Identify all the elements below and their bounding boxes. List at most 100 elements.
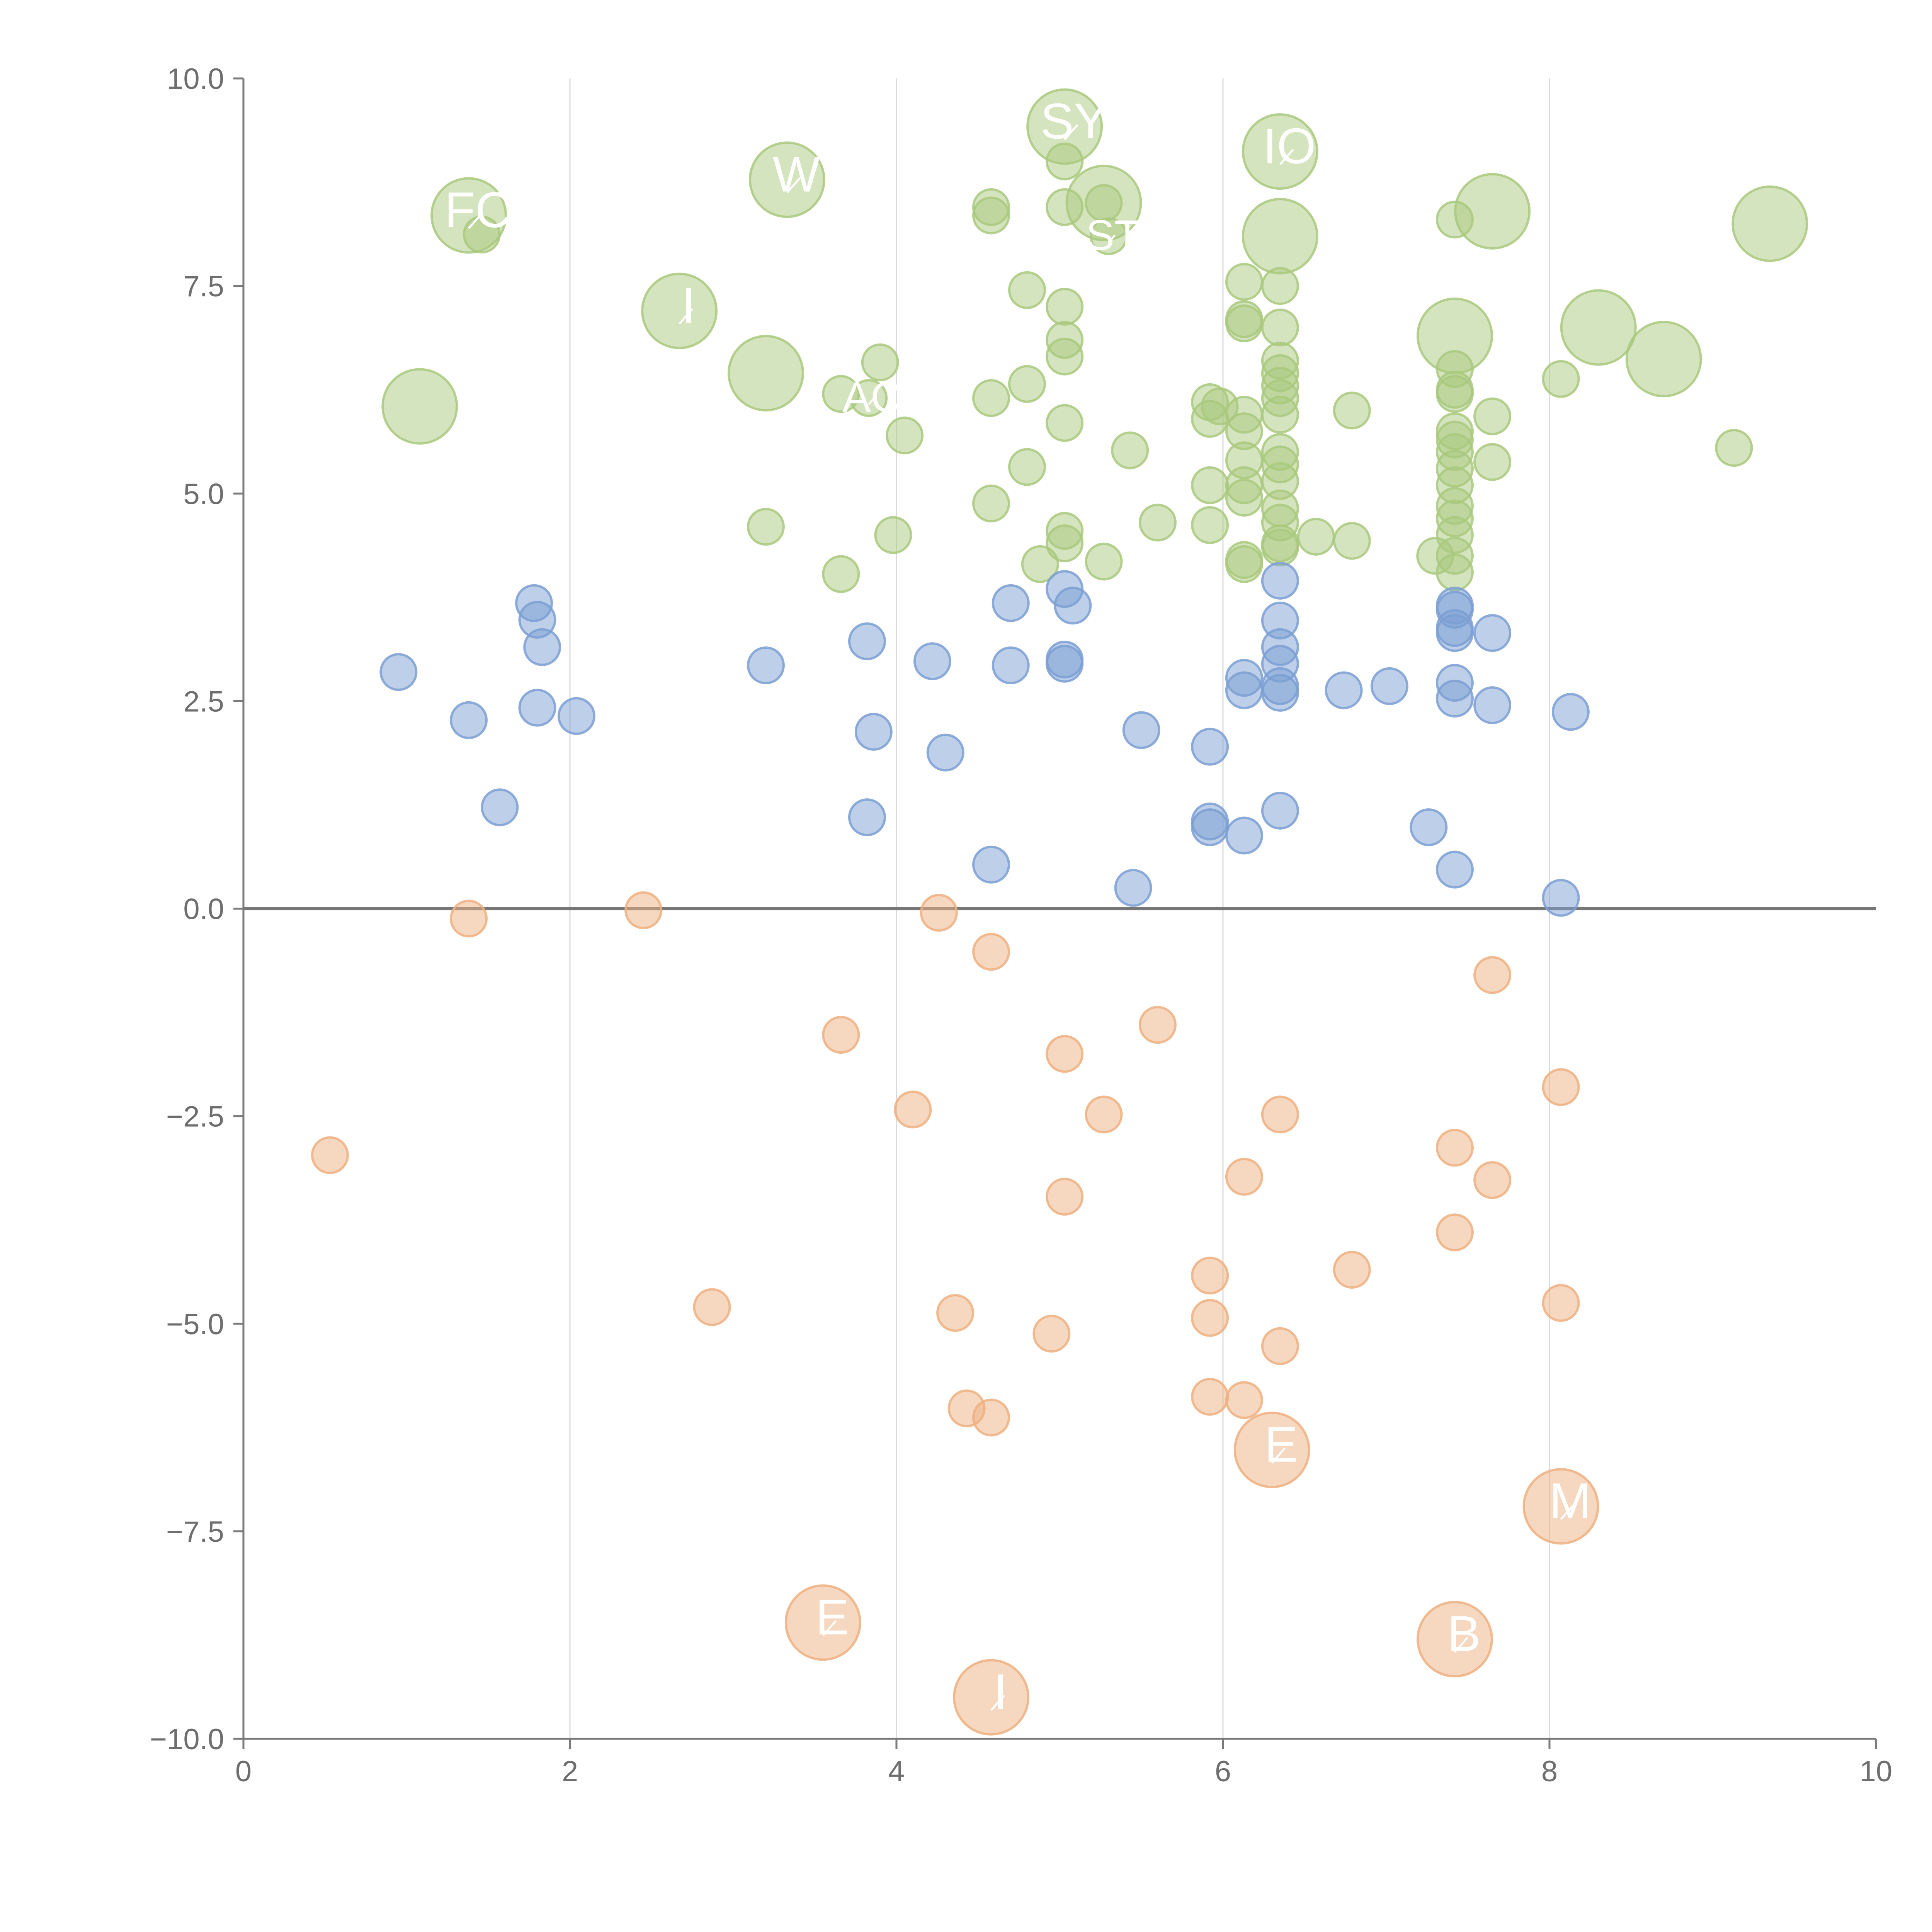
data-point-mid — [992, 646, 1030, 684]
data-point-high — [1473, 397, 1512, 435]
data-point-low — [693, 1288, 731, 1326]
data-point-high — [1008, 448, 1046, 486]
data-point-low — [1191, 1378, 1229, 1416]
data-point-mid — [972, 845, 1010, 884]
label-leader-line — [468, 213, 483, 229]
data-point-high — [1139, 503, 1177, 542]
data-point-low — [1473, 1161, 1512, 1199]
label-leader-line — [990, 1695, 1005, 1711]
data-point-mid — [1261, 791, 1299, 830]
data-point-mid — [1370, 667, 1408, 705]
x-tick-label: 8 — [1541, 1755, 1558, 1788]
x-tick-label: 4 — [888, 1755, 905, 1788]
data-point-mid — [926, 733, 964, 772]
data-point-high — [1261, 528, 1299, 566]
point-label: SY — [1040, 93, 1107, 149]
point-label: AO — [842, 374, 904, 421]
y-tick-label: −5.0 — [166, 1308, 224, 1341]
data-point-high — [1021, 545, 1059, 583]
data-point-high — [1435, 553, 1474, 592]
data-point-mid — [747, 646, 785, 684]
y-tick-label: 2.5 — [183, 685, 224, 718]
data-point-high — [1046, 142, 1084, 180]
data-point-mid — [379, 653, 418, 691]
data-point-mid — [848, 622, 886, 660]
x-tick-label: 6 — [1215, 1755, 1231, 1788]
data-point-high — [1261, 396, 1299, 434]
data-point-low — [1225, 1381, 1263, 1419]
data-point-high — [972, 485, 1010, 523]
data-point-mid — [1114, 869, 1152, 907]
data-point-high — [1333, 391, 1371, 430]
data-point-low — [1046, 1035, 1084, 1073]
label-leader-line — [679, 308, 693, 325]
x-tick-label: 2 — [562, 1755, 578, 1788]
data-point-low — [311, 1136, 349, 1174]
data-point-high — [463, 215, 501, 253]
data-point-low — [1085, 1095, 1123, 1134]
data-point-high — [1046, 188, 1084, 226]
data-point-mid — [1325, 671, 1363, 709]
data-point-low — [1233, 1412, 1310, 1488]
data-point-mid — [1225, 671, 1263, 709]
data-point-mid — [1435, 850, 1474, 889]
data-point-high — [874, 516, 912, 554]
label-leader-line — [868, 396, 876, 405]
data-point-high — [1435, 201, 1474, 239]
data-point-high — [1542, 360, 1580, 398]
y-tick-label: −2.5 — [166, 1100, 224, 1133]
data-point-high — [1242, 113, 1318, 190]
data-point-mid — [854, 713, 893, 751]
data-point-mid — [1410, 808, 1448, 846]
axis-layer: 0 2 4 6 8 10 −10.0 −7.5 −5.0 −2.5 0.0 2.5 5.0 7.5 10.0 — [150, 63, 1893, 1788]
label-leader-line — [822, 1620, 837, 1636]
y-tick-label: 10.0 — [167, 63, 224, 95]
data-point-high — [1191, 400, 1229, 438]
data-point-low — [1542, 1068, 1580, 1106]
data-point-mid — [1191, 728, 1229, 766]
data-point-low — [1416, 1601, 1493, 1678]
data-point-mid — [557, 697, 595, 735]
data-point-high — [972, 196, 1010, 235]
point-label: IO — [1263, 117, 1316, 174]
point-label: E — [1264, 1416, 1298, 1473]
x-tick-label: 0 — [235, 1755, 252, 1788]
y-tick-label: 0.0 — [183, 893, 224, 926]
label-leader-line — [1454, 1636, 1469, 1653]
data-point-low — [1191, 1299, 1229, 1337]
data-point-low — [1261, 1095, 1299, 1134]
data-point-low — [822, 1016, 860, 1054]
data-point-high — [1225, 478, 1263, 517]
data-point-high — [1715, 429, 1753, 467]
data-point-mid — [1261, 561, 1299, 600]
data-point-high — [381, 368, 458, 445]
data-point-high — [972, 379, 1010, 417]
data-point-high — [1261, 308, 1299, 347]
data-point-mid — [1435, 614, 1474, 652]
data-point-low — [920, 894, 958, 932]
data-point-low — [1435, 1129, 1474, 1167]
data-point-high — [822, 555, 860, 593]
data-point-mid — [1261, 673, 1299, 712]
point-label: W — [773, 146, 820, 202]
data-point-high — [850, 379, 888, 417]
data-point-high — [1242, 198, 1318, 275]
label-leader-line — [1560, 1503, 1575, 1520]
data-point-low — [1473, 956, 1512, 994]
data-point-high — [1046, 337, 1084, 376]
data-point-mid — [523, 628, 561, 666]
data-point-high — [1008, 365, 1046, 403]
data-point-mid — [1191, 808, 1229, 846]
data-point-high — [1731, 185, 1808, 262]
data-point-low — [894, 1090, 932, 1129]
data-point-high — [1333, 522, 1371, 560]
data-point-mid — [1122, 711, 1160, 749]
points-layer — [311, 88, 1808, 1736]
data-point-mid — [1225, 816, 1263, 855]
data-point-high — [1225, 545, 1263, 583]
data-point-mid — [913, 642, 951, 680]
data-point-high — [1297, 517, 1335, 556]
data-point-mid — [1473, 686, 1512, 724]
